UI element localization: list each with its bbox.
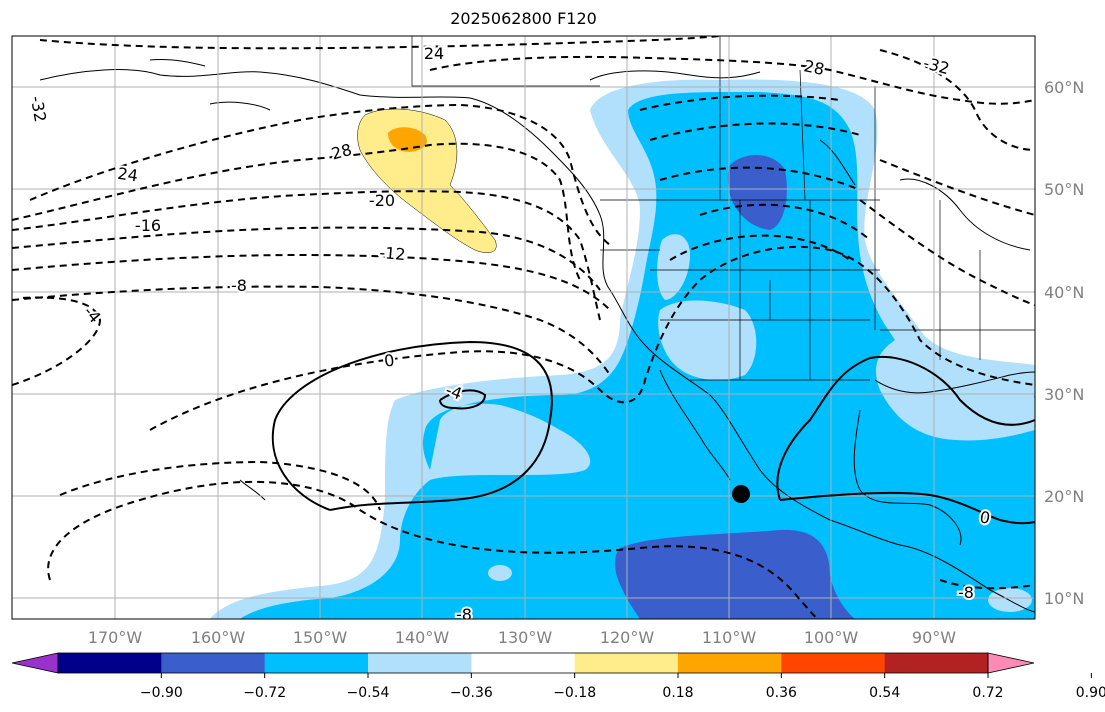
lon-label: 160°W [191,628,246,647]
contour-line [12,285,611,376]
contour-line [12,296,102,386]
gridlines [12,36,1035,619]
contour-line [429,55,1035,105]
map-area: 24 28 -32 28 24 -20 -16 -12 -8 -4 0 -4 0… [12,36,1035,624]
storm-position-marker [732,485,750,503]
colorbar-extend-high [987,652,1035,674]
contour-label: 24 [424,44,444,63]
colorbar-tick-label: −0.36 [450,685,493,701]
contour-label: -20 [369,191,395,210]
colorbar-segment [161,653,266,673]
colorbar-tick-label: −0.72 [243,685,286,701]
lat-label: 40°N [1044,283,1084,302]
contour-line [649,122,861,141]
political-borders [411,36,1035,381]
lon-label: 90°W [912,628,956,647]
lat-label: 10°N [1044,589,1084,608]
lon-label: 110°W [702,628,757,647]
light-blue-patch-rockies [657,234,690,300]
colorbar-tick-label: −0.18 [553,685,596,701]
contour-line [639,94,841,111]
contour-label: -16 [135,216,161,235]
colorbar: −0.90 −0.72 −0.54 −0.36 −0.18 0.18 0.36 0.54 0.7… [11,652,1105,701]
contour-line [879,49,1035,151]
contour-line [879,159,1035,216]
contour-label: 0 [383,350,396,370]
orange-region-gulf-of-alaska [388,127,427,152]
colorbar-tick-label: 0.72 [972,685,1003,701]
yellow-region-gulf-of-alaska [357,108,497,253]
colorbar-tick-label: −0.90 [140,685,183,701]
lon-label: 100°W [804,628,859,647]
shaded-field [210,79,1035,619]
colorbar-tick-label: 0.36 [766,685,797,701]
colorbar-tick-label: −0.54 [347,685,390,701]
contour-label: -12 [379,243,407,264]
lon-label: 140°W [395,628,450,647]
coastlines [39,59,1035,613]
colorbar-tick-label: 0.90 [1076,685,1105,701]
contour-label: -8 [231,276,247,295]
lon-label: 150°W [293,628,348,647]
contour-line [29,103,611,246]
lat-label: 50°N [1044,180,1084,199]
latitude-labels: 60°N 50°N 40°N 30°N 20°N 10°N [1044,78,1084,608]
colorbar-segment [678,653,782,673]
contour-line-zero [776,355,1035,501]
contour-line [149,245,1035,431]
contour-line [859,199,1035,306]
colorbar-tick-label: 0.18 [662,685,693,701]
royal-blue-patch-canada [727,154,787,230]
contour-line-zero [439,389,487,410]
colorbar-segment [58,653,162,673]
contour-line-zero [271,340,553,511]
lon-label: 170°W [88,628,143,647]
contour-line [12,190,601,321]
colorbar-outline [57,652,989,674]
blue-region-north-america [240,91,1035,619]
contour-label: 24 [116,164,139,186]
contour-line [939,579,1035,590]
colorbar-tick-label: 0.54 [869,685,900,701]
contour-line [39,36,721,50]
map-frame [11,35,1036,620]
colorbar-segment [781,653,886,673]
contour-label: -8 [958,583,974,602]
contour-line [699,203,871,241]
longitude-labels: 170°W 160°W 150°W 140°W 130°W 120°W 110°… [88,628,956,647]
colorbar-segment [574,653,679,673]
contour-line [659,166,861,191]
light-blue-patch-southwest [658,300,757,381]
contour-line [12,253,611,311]
colorbar-extend-low [11,652,59,674]
colorbar-segment [368,653,472,673]
contour-line [47,480,821,619]
colorbar-segment [264,653,369,673]
colorbar-segment [471,653,576,673]
royal-blue-patch-pacific [615,529,855,619]
contour-label: -8 [456,605,472,624]
contour-lines [12,36,1035,619]
colorbar-segment [884,653,989,673]
lat-label: 20°N [1044,487,1084,506]
map-title: 2025062800 F120 [450,9,597,28]
contour-line [59,460,381,511]
lon-label: 120°W [600,628,655,647]
contour-line-zero [779,491,1035,525]
lon-label: 130°W [498,628,553,647]
lat-label: 60°N [1044,78,1084,97]
contour-line [12,142,581,281]
lat-label: 30°N [1044,385,1084,404]
light-blue-patch-gulf [899,368,1035,441]
